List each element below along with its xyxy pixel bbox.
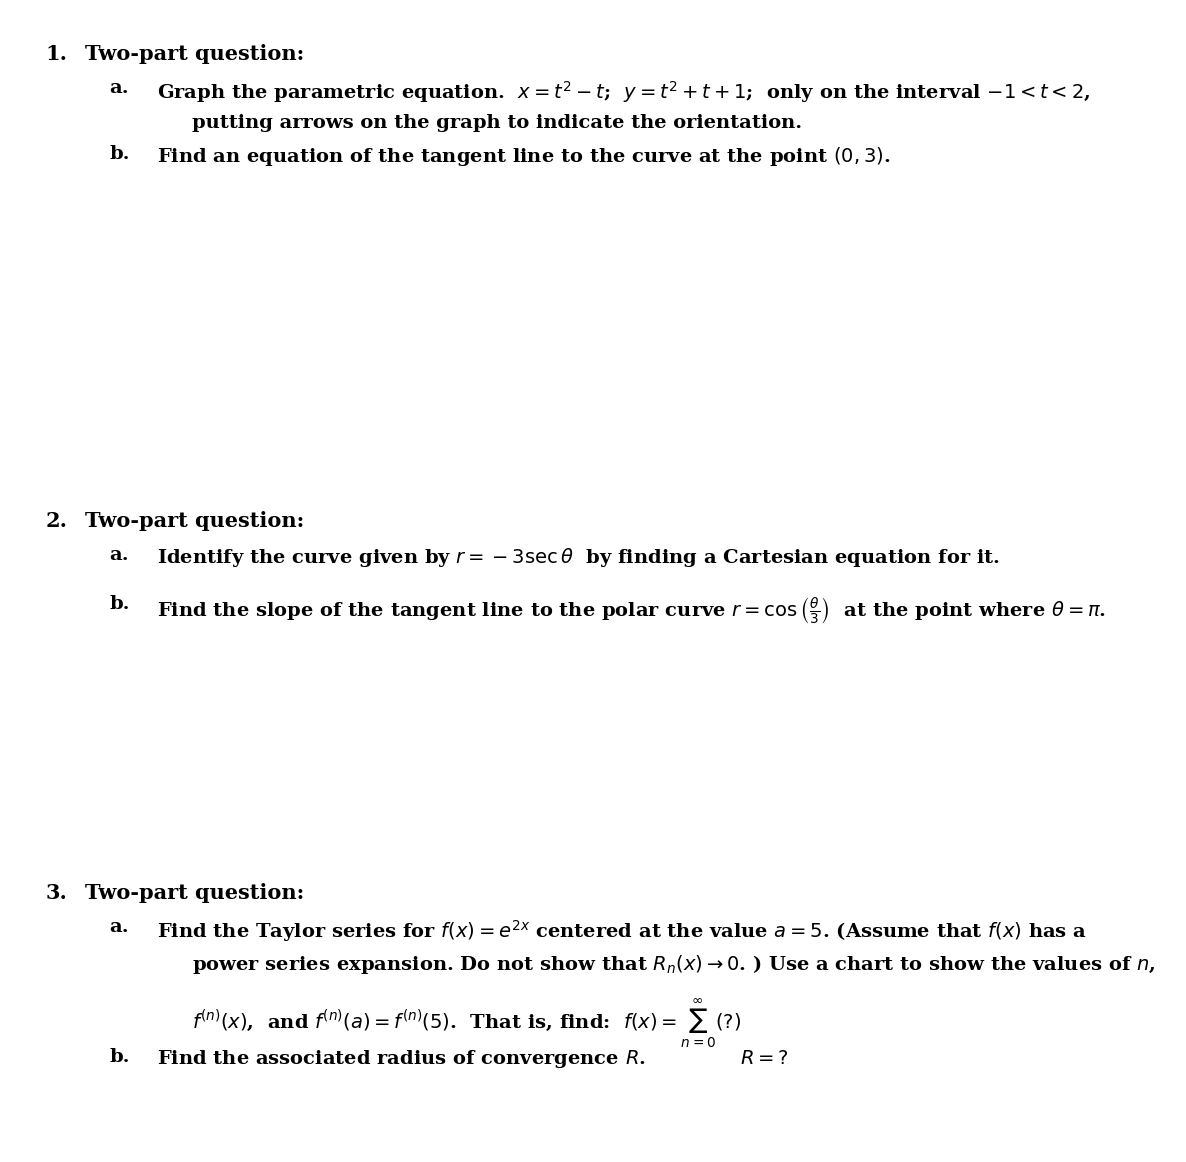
Text: b.: b. xyxy=(109,595,129,612)
Text: a.: a. xyxy=(109,79,129,96)
Text: Find the Taylor series for $f(x) = e^{2x}$ centered at the value $a = 5$. (Assum: Find the Taylor series for $f(x) = e^{2x… xyxy=(157,918,1086,944)
Text: Two-part question:: Two-part question: xyxy=(85,44,305,64)
Text: Two-part question:: Two-part question: xyxy=(85,511,305,531)
Text: 1.: 1. xyxy=(45,44,68,64)
Text: Find the slope of the tangent line to the polar curve $r = \cos\left(\frac{\thet: Find the slope of the tangent line to th… xyxy=(157,595,1105,626)
Text: power series expansion. Do not show that $R_n(x) \to 0$. ) Use a chart to show t: power series expansion. Do not show that… xyxy=(192,953,1156,976)
Text: a.: a. xyxy=(109,546,129,564)
Text: b.: b. xyxy=(109,145,129,163)
Text: 3.: 3. xyxy=(45,883,66,903)
Text: Identify the curve given by $r = -3\sec\theta$  by finding a Cartesian equation : Identify the curve given by $r = -3\sec\… xyxy=(157,546,1000,569)
Text: Find an equation of the tangent line to the curve at the point $(0, 3)$.: Find an equation of the tangent line to … xyxy=(157,145,890,168)
Text: a.: a. xyxy=(109,918,129,935)
Text: $f^{(n)}(x)$,  and $f^{(n)}(a) = f^{(n)}(5)$.  That is, find:  $f(x) = \sum_{n=0: $f^{(n)}(x)$, and $f^{(n)}(a) = f^{(n)}(… xyxy=(192,997,741,1050)
Text: Two-part question:: Two-part question: xyxy=(85,883,305,903)
Text: putting arrows on the graph to indicate the orientation.: putting arrows on the graph to indicate … xyxy=(192,114,802,131)
Text: 2.: 2. xyxy=(45,511,68,531)
Text: Graph the parametric equation.  $x = t^2 - t$;  $y = t^2 + t + 1$;  only on the : Graph the parametric equation. $x = t^2 … xyxy=(157,79,1090,105)
Text: Find the associated radius of convergence $R$.              $R = ?$: Find the associated radius of convergenc… xyxy=(157,1048,789,1070)
Text: b.: b. xyxy=(109,1048,129,1066)
